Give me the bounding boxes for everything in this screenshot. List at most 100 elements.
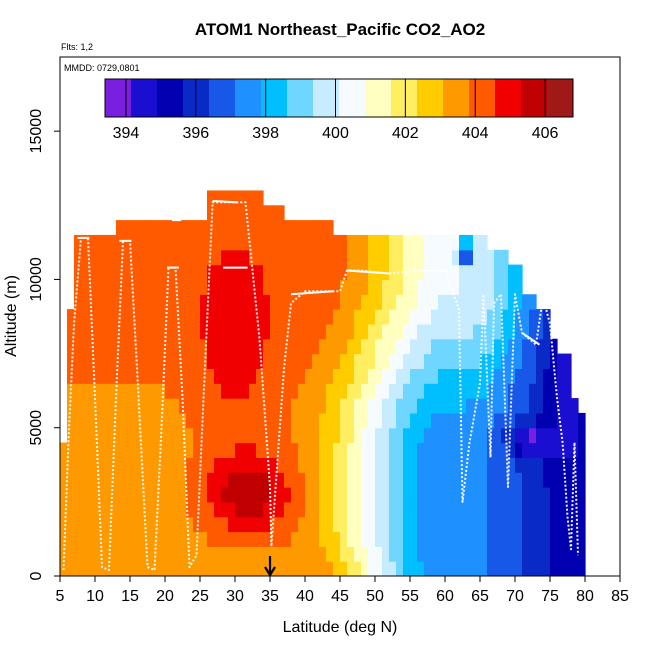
heatmap-cell bbox=[193, 501, 201, 518]
heatmap-cell bbox=[522, 398, 530, 414]
heatmap-cell bbox=[396, 353, 404, 369]
heatmap-cell bbox=[403, 457, 411, 473]
heatmap-cell bbox=[522, 412, 530, 429]
heatmap-cell bbox=[305, 368, 313, 384]
heatmap-cell bbox=[200, 368, 208, 384]
heatmap-cell bbox=[494, 368, 502, 384]
heatmap-cell bbox=[480, 279, 488, 295]
heatmap-cell bbox=[221, 501, 229, 518]
heatmap-cell bbox=[403, 487, 411, 503]
heatmap-cell bbox=[417, 264, 425, 281]
heatmap-cell bbox=[312, 472, 320, 488]
heatmap-cell bbox=[368, 383, 376, 399]
heatmap-cell bbox=[466, 546, 474, 562]
heatmap-cell bbox=[494, 472, 502, 488]
heatmap-cell bbox=[571, 398, 579, 414]
heatmap-cell bbox=[200, 249, 208, 266]
heatmap-cell bbox=[214, 398, 222, 414]
heatmap-cell bbox=[452, 487, 460, 503]
heatmap-cell bbox=[361, 546, 369, 562]
heatmap-cell bbox=[207, 338, 215, 355]
heatmap-cell bbox=[340, 546, 348, 562]
heatmap-cell bbox=[501, 442, 509, 458]
heatmap-cell bbox=[487, 323, 495, 340]
heatmap-cell bbox=[431, 472, 439, 488]
heatmap-cell bbox=[550, 546, 558, 562]
heatmap-cell bbox=[361, 383, 369, 399]
heatmap-cell bbox=[368, 561, 376, 576]
heatmap-cell bbox=[179, 546, 187, 562]
heatmap-cell bbox=[466, 516, 474, 533]
heatmap-cell bbox=[424, 487, 432, 503]
heatmap-cell bbox=[543, 353, 551, 369]
heatmap-cell bbox=[536, 309, 544, 325]
heatmap-cell bbox=[291, 457, 299, 473]
heatmap-cell bbox=[459, 442, 467, 458]
heatmap-cell bbox=[340, 323, 348, 340]
heatmap-cell bbox=[67, 516, 75, 533]
heatmap-cell bbox=[410, 338, 418, 355]
heatmap-cell bbox=[81, 412, 89, 429]
heatmap-cell bbox=[242, 279, 250, 295]
heatmap-cell bbox=[165, 249, 173, 266]
heatmap-cell bbox=[375, 472, 383, 488]
heatmap-cell bbox=[445, 487, 453, 503]
heatmap-cell bbox=[347, 264, 355, 281]
heatmap-cell bbox=[95, 353, 103, 369]
heatmap-cell bbox=[501, 457, 509, 473]
heatmap-cell bbox=[74, 546, 82, 562]
heatmap-cell bbox=[270, 264, 278, 281]
heatmap-cell bbox=[340, 472, 348, 488]
heatmap-cell bbox=[459, 279, 467, 295]
heatmap-cell bbox=[116, 531, 124, 547]
heatmap-cell bbox=[123, 487, 131, 503]
heatmap-cell bbox=[403, 442, 411, 458]
heatmap-cell bbox=[340, 516, 348, 533]
heatmap-cell bbox=[130, 561, 138, 576]
heatmap-cell bbox=[424, 561, 432, 576]
heatmap-cell bbox=[361, 472, 369, 488]
heatmap-cell bbox=[298, 472, 306, 488]
heatmap-cell bbox=[249, 457, 257, 473]
heatmap-cell bbox=[109, 516, 117, 533]
heatmap-cell bbox=[67, 457, 75, 473]
heatmap-cell bbox=[431, 264, 439, 281]
heatmap-cell bbox=[123, 398, 131, 414]
heatmap-cell bbox=[151, 412, 159, 429]
heatmap-cell bbox=[109, 501, 117, 518]
heatmap-cell bbox=[459, 249, 467, 266]
heatmap-cell bbox=[368, 531, 376, 547]
heatmap-cell bbox=[480, 294, 488, 310]
heatmap-cell bbox=[137, 279, 145, 295]
heatmap-cell bbox=[284, 487, 292, 503]
heatmap-cell bbox=[249, 190, 257, 206]
heatmap-cell bbox=[480, 323, 488, 340]
heatmap-cell bbox=[550, 457, 558, 473]
heatmap-cell bbox=[494, 294, 502, 310]
heatmap-cell bbox=[193, 309, 201, 325]
heatmap-cell bbox=[361, 457, 369, 473]
heatmap-cell bbox=[270, 323, 278, 340]
heatmap-cell bbox=[67, 309, 75, 325]
heatmap-cell bbox=[396, 412, 404, 429]
heatmap-cell bbox=[557, 383, 565, 399]
heatmap-cell bbox=[158, 427, 166, 444]
heatmap-cell bbox=[214, 368, 222, 384]
heatmap-cell bbox=[550, 368, 558, 384]
heatmap-cell bbox=[410, 516, 418, 533]
heatmap-cell bbox=[67, 368, 75, 384]
heatmap-cell bbox=[214, 249, 222, 266]
heatmap-cell bbox=[158, 309, 166, 325]
heatmap-cell bbox=[473, 309, 481, 325]
heatmap-cell bbox=[242, 368, 250, 384]
heatmap-cell bbox=[417, 353, 425, 369]
heatmap-cell bbox=[557, 531, 565, 547]
heatmap-cell bbox=[319, 353, 327, 369]
heatmap-cell bbox=[74, 323, 82, 340]
heatmap-cell bbox=[459, 323, 467, 340]
heatmap-cell bbox=[284, 398, 292, 414]
heatmap-cell bbox=[396, 546, 404, 562]
heatmap-cell bbox=[417, 546, 425, 562]
heatmap-cell bbox=[186, 368, 194, 384]
heatmap-cell bbox=[431, 412, 439, 429]
